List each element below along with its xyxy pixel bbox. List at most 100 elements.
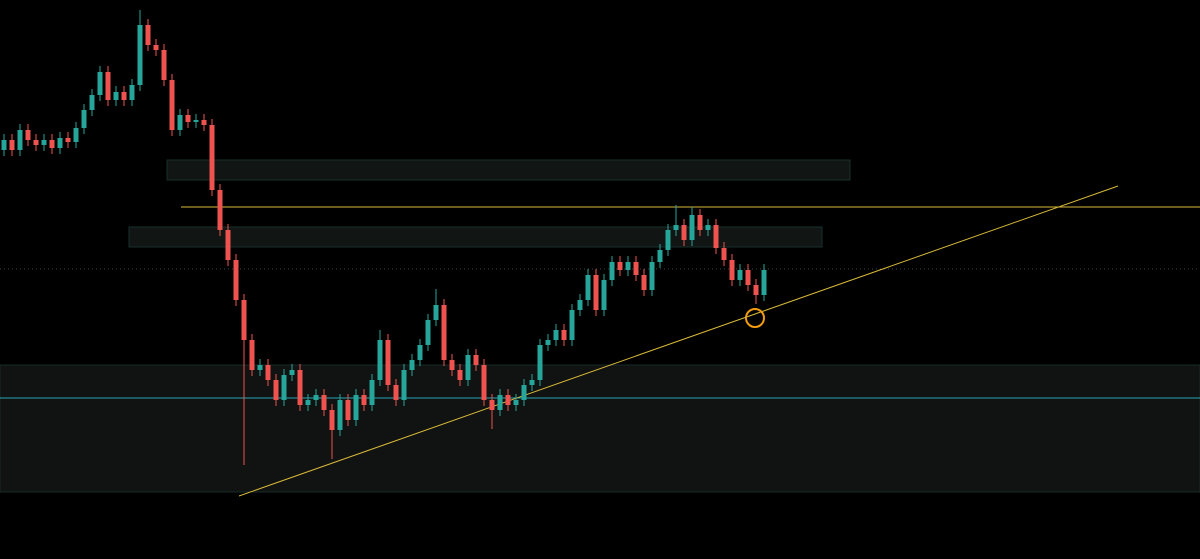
candle-body: [345, 400, 351, 420]
candle-body: [113, 92, 119, 100]
candle-body: [417, 345, 423, 360]
candle-body: [265, 365, 271, 380]
candle-body: [89, 95, 95, 110]
candle-body: [33, 140, 39, 145]
candle-body: [25, 130, 31, 140]
trend-line: [238, 185, 1119, 497]
candle-body: [513, 400, 519, 405]
candle-body: [657, 250, 663, 262]
candle-body: [193, 120, 199, 122]
candle-body: [313, 395, 319, 400]
candle-body: [161, 50, 167, 80]
candle-body: [177, 115, 183, 130]
candle-body: [553, 330, 559, 340]
candle-body: [49, 140, 55, 148]
candles: [1, 10, 767, 465]
candle-body: [185, 115, 191, 122]
candle-body: [97, 72, 103, 95]
candle-body: [457, 370, 463, 380]
candle-body: [641, 275, 647, 290]
candle-body: [153, 45, 159, 50]
candle-body: [569, 310, 575, 340]
candle-body: [697, 215, 703, 230]
candle-body: [217, 190, 223, 230]
candle-body: [145, 25, 151, 45]
candle-body: [625, 262, 631, 270]
candle-body: [497, 395, 503, 410]
candle-body: [673, 225, 679, 230]
candle-body: [289, 370, 295, 375]
candle-body: [409, 360, 415, 370]
candle-body: [529, 380, 535, 385]
highlight-circle: [745, 308, 765, 328]
zone: [166, 159, 851, 181]
candle-body: [321, 395, 327, 410]
candle-body: [721, 248, 727, 260]
zone: [128, 226, 823, 248]
candle-body: [233, 260, 239, 300]
candle-body: [9, 140, 15, 150]
candle-body: [737, 270, 743, 280]
candle-body: [473, 355, 479, 365]
candle-body: [705, 225, 711, 230]
candle-body: [465, 355, 471, 380]
candle-body: [329, 410, 335, 430]
candle-body: [57, 138, 63, 148]
candle-body: [201, 120, 207, 125]
candle-body: [545, 340, 551, 345]
candle-body: [401, 370, 407, 400]
candle-body: [537, 345, 543, 380]
candle-body: [689, 215, 695, 240]
candle-body: [617, 262, 623, 270]
candle-body: [561, 330, 567, 340]
candle-body: [753, 285, 759, 295]
candle-body: [81, 110, 87, 128]
candle-body: [129, 85, 135, 100]
candle-body: [601, 280, 607, 310]
candle-body: [273, 380, 279, 400]
candle-body: [121, 92, 127, 100]
candle-body: [41, 140, 47, 145]
candle-body: [609, 262, 615, 280]
candle-body: [377, 340, 383, 380]
candle-body: [137, 25, 143, 85]
candle-body: [393, 385, 399, 400]
candle-body: [65, 138, 71, 142]
candle-body: [681, 225, 687, 240]
candle-body: [169, 80, 175, 130]
candle-body: [353, 395, 359, 420]
candle-body: [241, 300, 247, 340]
candle-body: [425, 320, 431, 345]
candle-body: [729, 260, 735, 280]
candle-body: [649, 262, 655, 290]
candle-body: [633, 262, 639, 275]
candle-body: [449, 360, 455, 370]
candle-body: [305, 400, 311, 405]
candle-body: [297, 370, 303, 405]
candle-body: [257, 365, 263, 370]
candle-body: [761, 270, 767, 295]
candle-body: [577, 300, 583, 310]
candle-body: [105, 72, 111, 100]
candle-body: [585, 275, 591, 300]
candle-body: [249, 340, 255, 370]
candle-body: [17, 130, 23, 150]
candle-body: [369, 380, 375, 405]
candle-body: [713, 225, 719, 248]
candle-body: [481, 365, 487, 400]
candle-body: [521, 385, 527, 400]
candle-body: [745, 270, 751, 285]
candle-body: [441, 305, 447, 360]
candle-body: [385, 340, 391, 385]
candle-body: [489, 400, 495, 410]
candle-body: [665, 230, 671, 250]
candle-body: [337, 400, 343, 430]
candle-body: [1, 140, 7, 150]
candle-body: [433, 305, 439, 320]
candle-body: [209, 125, 215, 190]
candle-body: [225, 230, 231, 260]
candle-body: [73, 128, 79, 142]
zone: [0, 364, 1200, 493]
